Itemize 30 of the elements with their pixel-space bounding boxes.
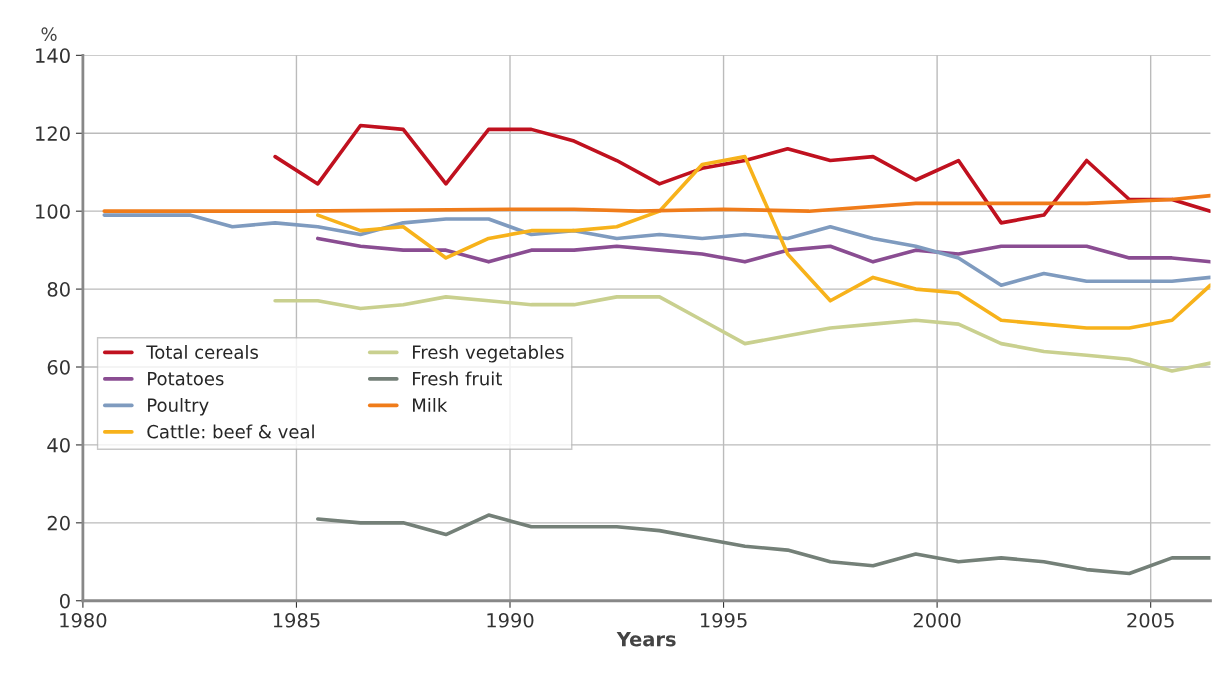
line-series bbox=[102, 213, 1211, 288]
x-tick-label: 1980 bbox=[60, 612, 107, 628]
line-series bbox=[102, 193, 1211, 213]
x-tick-label: 1990 bbox=[487, 612, 534, 628]
y-tick-label: 140 bbox=[36, 48, 70, 64]
y-tick-label: 120 bbox=[36, 126, 70, 141]
y-tick-label: 0 bbox=[60, 593, 70, 609]
y-tick-label: 80 bbox=[47, 282, 70, 297]
x-tick-label: 2005 bbox=[1127, 612, 1174, 628]
legend-label: Milk bbox=[413, 398, 448, 412]
y-tick-label: 40 bbox=[47, 437, 70, 453]
x-tick-label: 1995 bbox=[700, 612, 747, 628]
line-series bbox=[273, 123, 1211, 225]
legend-label: Poultry bbox=[148, 398, 209, 416]
legend-label: Fresh vegetables bbox=[413, 345, 564, 363]
y-tick-label: 20 bbox=[47, 515, 70, 531]
line-series bbox=[315, 154, 1211, 330]
x-tick-label: 1985 bbox=[273, 612, 320, 628]
legend-label: Potatoes bbox=[148, 372, 224, 386]
line-series bbox=[315, 236, 1211, 264]
y-axis-title: % bbox=[41, 27, 57, 41]
line-series bbox=[315, 513, 1211, 576]
legend-label: Total cereals bbox=[146, 345, 258, 359]
x-axis-title: Years bbox=[616, 631, 676, 647]
x-tick-label: 2000 bbox=[913, 612, 961, 628]
line-series bbox=[273, 295, 1211, 373]
legend-label: Cattle: beef & veal bbox=[147, 424, 314, 439]
y-tick-label: 100 bbox=[36, 204, 70, 219]
y-tick-label: 60 bbox=[47, 359, 70, 375]
legend-label: Fresh fruit bbox=[413, 371, 502, 386]
